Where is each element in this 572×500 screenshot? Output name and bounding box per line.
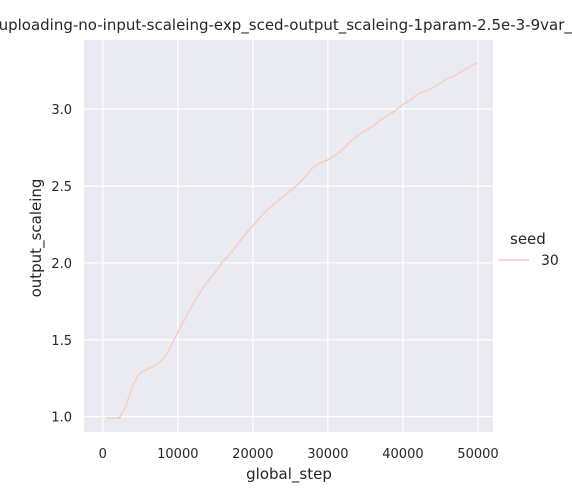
y-axis-label: output_scaleing bbox=[27, 179, 46, 298]
y-tick-label: 2.0 bbox=[51, 257, 72, 272]
legend-label-seed-30: 30 bbox=[541, 253, 559, 269]
y-tick-label: 3.0 bbox=[51, 103, 72, 118]
legend: seed 30 bbox=[499, 230, 559, 269]
grid-lines bbox=[84, 40, 493, 432]
y-tick-label: 1.0 bbox=[51, 411, 72, 426]
x-tick-label: 10000 bbox=[157, 447, 198, 462]
y-tick-label: 2.5 bbox=[51, 180, 72, 195]
plot-background bbox=[84, 40, 493, 432]
x-tick-label: 30000 bbox=[307, 447, 348, 462]
legend-title: seed bbox=[510, 230, 546, 248]
y-tick-label: 1.5 bbox=[51, 334, 72, 349]
x-tick-label: 20000 bbox=[232, 447, 273, 462]
x-tick-label: 50000 bbox=[457, 447, 498, 462]
series-line-seed-30 bbox=[105, 62, 478, 420]
y-axis-ticks: 1.0 1.5 2.0 2.5 3.0 bbox=[51, 103, 72, 425]
x-tick-label: 40000 bbox=[382, 447, 423, 462]
x-tick-label: 0 bbox=[99, 447, 107, 462]
chart-title: uploading-no-input-scaleing-exp_sced-out… bbox=[0, 16, 572, 35]
x-axis-ticks: 0 10000 20000 30000 40000 50000 bbox=[99, 447, 499, 462]
x-axis-label: global_step bbox=[246, 465, 332, 484]
